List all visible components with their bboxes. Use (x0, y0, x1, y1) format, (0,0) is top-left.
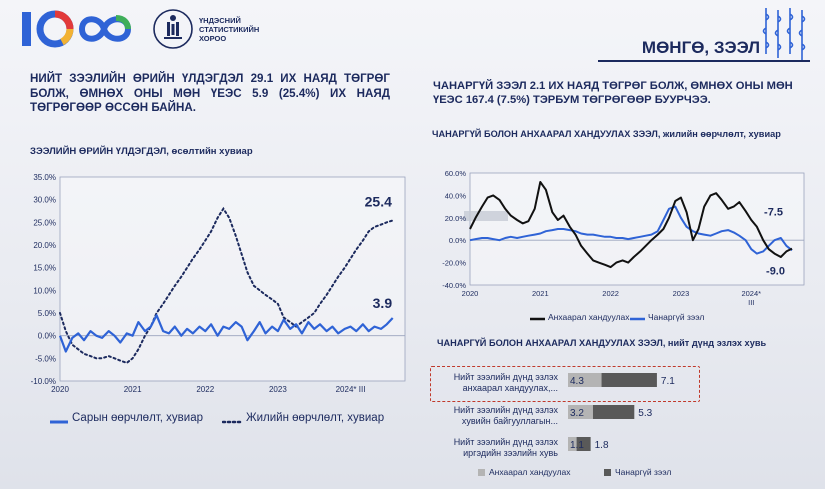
problem-loan-chart: 60.0% 40.0% 20.0% 0.0% -20.0% -40.0% 2020 2021… (442, 169, 805, 307)
x-tick-label: 2022 (196, 385, 214, 394)
bar-watchlist-value: 3.2 (570, 408, 584, 419)
watchlist-end-label: -7.5 (764, 207, 783, 219)
bar-watchlist (568, 405, 593, 419)
bar-category-label-1: Нийт зээлийн дүнд эзлэх анхаарал хандуул… (453, 372, 558, 393)
series-nonperforming-line (469, 205, 793, 255)
chart1-legend-annual-swatch (222, 420, 244, 424)
highlighted-row-frame (430, 366, 700, 402)
nonperforming-end-label: -9.0 (766, 265, 785, 277)
x-tick-label: 2020 (51, 385, 69, 394)
x-tick-label: 2022 (602, 289, 619, 298)
y-tick-label: 15.0% (33, 264, 56, 273)
chart2-legend-nonperforming-swatch (630, 317, 645, 321)
ornament-icon (762, 8, 806, 60)
x-tick-label: 2024* III (336, 385, 366, 394)
series-watchlist-line (469, 181, 793, 269)
chart3-legend-watchlist-swatch (478, 469, 485, 476)
chart2-plot-frame (469, 172, 805, 286)
headline-right: ЧАНАРГҮЙ ЗЭЭЛ 2.1 ИХ НАЯД ТӨГРӨГ БОЛЖ, Ө… (433, 80, 793, 106)
chart3-legend-watchlist: Анхаарал хандуулах (489, 467, 571, 477)
y-tick-label: -5.0% (35, 354, 56, 363)
x-tick-label: 2023 (673, 289, 690, 298)
section-title-bar: МӨНГӨ, ЗЭЭЛ (598, 36, 810, 62)
x-tick-label: 2021 (532, 289, 549, 298)
chart1-legend-annual: Жилийн өөрчлөлт, хувиар (246, 412, 385, 424)
chart2-legend-watchlist-swatch (530, 317, 545, 321)
annual-change-end-label: 25.4 (365, 194, 392, 210)
chart2-legend-nonperforming: Чанаргүй зээл (648, 312, 705, 322)
y-tick-label: -10.0% (31, 377, 56, 386)
monthly-change-end-label: 3.9 (373, 295, 393, 311)
y-tick-label: 60.0% (445, 169, 467, 178)
loan-growth-chart: 35.0% 30.0% 25.0% 20.0% 15.0% 10.0% 5.0% 0.0% -5… (31, 173, 406, 394)
org-name-line-2: СТАТИСТИКИЙН (199, 25, 260, 34)
x-tick-sublabel: III (748, 298, 754, 307)
y-tick-label: 0.0% (38, 332, 56, 341)
series-monthly-change-line (58, 314, 394, 353)
bar-nonperforming-value: 7.1 (661, 376, 675, 387)
y-tick-label: 25.0% (33, 218, 56, 227)
headline-left: НИЙТ ЗЭЭЛИЙН ӨРИЙН ҮЛДЭГДЭЛ 29.1 ИХ НАЯД… (30, 72, 390, 114)
bar-nonperforming (601, 373, 657, 387)
bar-category-label-3: Нийт зээлийн дүнд эзлэх иргэдийн зээлийн… (453, 437, 558, 458)
x-tick-label: 2023 (269, 385, 287, 394)
bar-nonperforming-value: 1.8 (595, 440, 609, 451)
chart2-highlight-box (464, 211, 508, 221)
org-name-line-1: ҮНДЭСНИЙ (199, 16, 241, 25)
chart3-title: ЧАНАРГҮЙ БОЛОН АНХААРАЛ ХАНДУУЛАХ ЗЭЭЛ, … (437, 338, 767, 348)
x-tick-label: 2021 (124, 385, 142, 394)
y-tick-label: 10.0% (33, 286, 56, 295)
series-annual-change-line (59, 206, 394, 365)
x-tick-label: 2020 (462, 289, 479, 298)
y-tick-label: 0.0% (449, 236, 466, 245)
y-tick-label: 30.0% (33, 196, 56, 205)
header: ҮНДЭСНИЙ СТАТИСТИКИЙН ХОРОО МӨНГӨ, ЗЭЭЛ (0, 0, 825, 62)
share-bar-chart: 4.3 7.1 3.2 5.3 1.1 1.8 (568, 373, 675, 451)
bar-nonperforming-value: 5.3 (638, 408, 652, 419)
chart2-title: ЧАНАРГҮЙ БОЛОН АНХААРАЛ ХАНДУУЛАХ ЗЭЭЛ, … (432, 129, 781, 139)
bar-watchlist (568, 437, 577, 451)
y-tick-label: 20.0% (445, 214, 467, 223)
y-tick-label: 5.0% (38, 309, 56, 318)
bar-watchlist (568, 373, 602, 387)
bar-watchlist-value: 4.3 (570, 376, 584, 387)
statistics-emblem-icon (153, 9, 193, 49)
chart1-plot-frame (59, 176, 406, 382)
org-name: ҮНДЭСНИЙ СТАТИСТИКИЙН ХОРОО (199, 16, 259, 43)
chart1-legend-monthly-swatch (50, 420, 68, 424)
chart3-legend-nonperforming: Чанаргүй зээл (615, 467, 672, 477)
chart1-legend-monthly: Сарын өөрчлөлт, хувиар (72, 412, 203, 424)
x-tick-label: 2024* (741, 289, 761, 298)
y-tick-label: -40.0% (442, 281, 466, 290)
y-tick-label: -20.0% (442, 259, 466, 268)
section-title: МӨНГӨ, ЗЭЭЛ (641, 38, 760, 57)
bar-watchlist-value: 1.1 (570, 440, 584, 451)
y-tick-label: 20.0% (33, 241, 56, 250)
chart3-legend-nonperforming-swatch (604, 469, 611, 476)
y-tick-label: 35.0% (33, 173, 56, 182)
chart1-title: ЗЭЭЛИЙН ӨРИЙН ҮЛДЭГДЭЛ, өсөлтийн хувиар (30, 146, 253, 157)
y-tick-label: 40.0% (445, 191, 467, 200)
anniversary-100-logo (22, 10, 132, 48)
bar-nonperforming (592, 405, 635, 419)
bar-nonperforming (576, 437, 591, 451)
chart2-legend-watchlist: Анхаарал хандуулах (548, 312, 630, 322)
bar-category-label-2: Нийт зээлийн дүнд эзлэх хувийн байгуулла… (453, 405, 558, 426)
org-name-line-3: ХОРОО (199, 34, 227, 43)
